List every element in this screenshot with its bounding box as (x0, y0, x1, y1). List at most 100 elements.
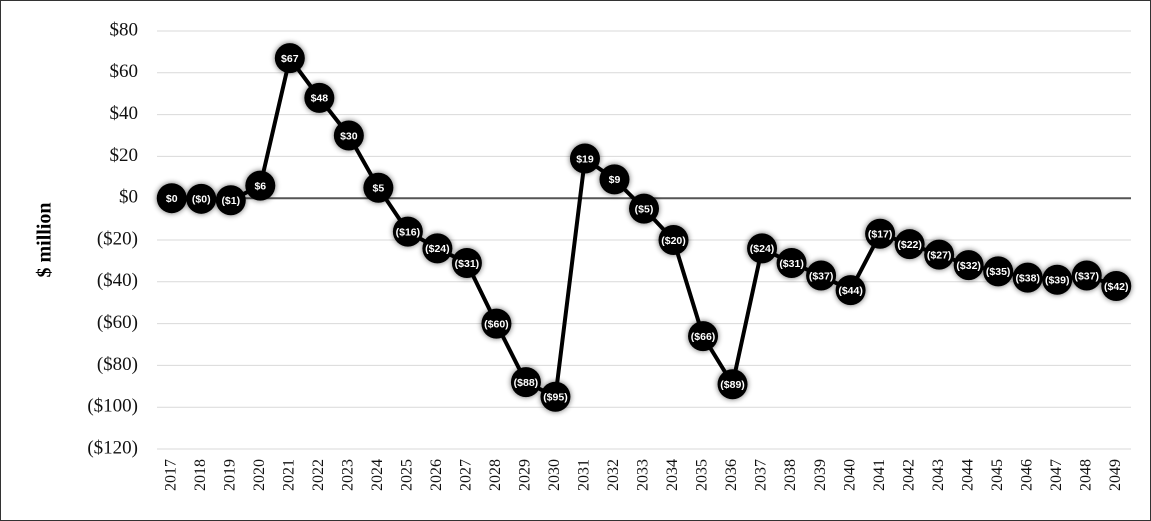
x-tick-label: 2033 (635, 459, 652, 491)
x-tick-label: 2030 (546, 459, 563, 491)
y-tick-label: $40 (110, 103, 139, 124)
x-tick-label: 2037 (753, 459, 770, 491)
marker (658, 225, 689, 255)
value-label: ($0) (192, 194, 211, 206)
marker (1101, 270, 1132, 301)
marker (274, 43, 305, 74)
y-tick-label: $60 (110, 61, 139, 82)
x-tick-label: 2021 (280, 459, 297, 491)
x-tick-label: 2036 (723, 459, 740, 491)
marker (776, 247, 807, 278)
marker (865, 218, 896, 249)
value-label: ($35) (986, 266, 1011, 278)
value-label: ($20) (661, 235, 686, 247)
value-label: ($37) (1074, 270, 1099, 282)
marker (629, 193, 659, 224)
value-label: $9 (609, 174, 621, 186)
x-tick-label: 2031 (576, 459, 593, 491)
value-label: ($1) (221, 195, 240, 207)
marker (599, 164, 630, 195)
marker (510, 367, 541, 398)
x-tick-label: 2026 (428, 459, 445, 491)
x-tick-label: 2020 (251, 459, 268, 491)
x-tick-label: 2049 (1107, 459, 1124, 491)
x-tick-label: 2043 (930, 459, 947, 491)
x-tick-label: 2025 (399, 459, 416, 491)
x-tick-label: 2039 (812, 459, 829, 491)
x-tick-label: 2029 (517, 459, 534, 491)
x-tick-label: 2032 (605, 459, 622, 491)
value-label: ($31) (779, 258, 804, 270)
x-tick-label: 2018 (192, 459, 209, 491)
value-label: ($27) (927, 249, 952, 261)
value-label: ($24) (425, 243, 450, 255)
marker (245, 170, 276, 201)
x-tick-label: 2040 (841, 459, 858, 491)
marker (392, 216, 423, 247)
value-label: ($95) (543, 392, 568, 404)
marker (481, 308, 512, 339)
value-label: ($38) (1015, 272, 1040, 284)
value-label: $6 (254, 180, 266, 192)
marker (186, 183, 217, 214)
x-tick-label: 2023 (340, 459, 357, 491)
value-label: $19 (576, 153, 594, 165)
value-label: ($42) (1104, 281, 1129, 293)
x-tick-label: 2047 (1048, 459, 1065, 491)
x-tick-label: 2035 (694, 459, 711, 491)
marker (333, 120, 364, 151)
value-label: $0 (166, 193, 178, 205)
marker (1071, 260, 1102, 291)
marker (363, 172, 394, 203)
value-label: ($22) (897, 239, 922, 251)
x-tick-label: 2034 (664, 459, 681, 491)
x-tick-label: 2024 (369, 459, 386, 491)
marker (422, 233, 453, 264)
value-label: ($17) (868, 229, 893, 241)
x-tick-label: 2022 (310, 459, 327, 491)
marker (983, 256, 1014, 287)
x-tick-label: 2041 (871, 459, 888, 491)
y-tick-label: $0 (119, 187, 138, 208)
value-label: ($89) (720, 379, 745, 391)
x-tick-label: 2045 (989, 459, 1006, 491)
x-tick-label: 2044 (959, 459, 976, 491)
marker (806, 260, 837, 291)
value-label: $5 (373, 183, 385, 195)
marker (835, 275, 866, 306)
y-tick-label: ($40) (97, 270, 138, 291)
x-tick-label: 2046 (1018, 459, 1035, 491)
marker (953, 250, 984, 281)
marker (717, 369, 748, 400)
value-label: ($44) (838, 285, 863, 297)
marker (688, 321, 719, 352)
y-tick-label: ($80) (97, 354, 138, 375)
marker (1042, 264, 1073, 295)
value-label: $30 (340, 130, 358, 142)
value-label: ($5) (635, 203, 654, 215)
value-label: ($31) (455, 258, 480, 270)
marker (156, 183, 187, 214)
y-tick-label: ($100) (87, 396, 138, 417)
value-label: $48 (311, 93, 329, 105)
x-tick-label: 2028 (487, 459, 504, 491)
marker (924, 239, 955, 270)
value-label: ($24) (750, 243, 775, 255)
marker (1012, 262, 1043, 293)
value-label: ($37) (809, 270, 834, 282)
value-label: ($88) (514, 377, 539, 389)
value-label: $67 (281, 53, 299, 65)
x-tick-label: 2027 (458, 459, 475, 491)
value-label: ($60) (484, 318, 509, 330)
value-label: ($66) (691, 331, 716, 343)
y-axis-label: $ million (34, 202, 56, 277)
marker (215, 185, 246, 216)
y-tick-label: ($60) (97, 312, 138, 333)
marker (451, 247, 482, 278)
marker (747, 233, 778, 264)
y-tick-label: $80 (110, 19, 139, 40)
marker (304, 82, 335, 113)
marker (894, 229, 925, 260)
x-tick-label: 2019 (221, 459, 238, 491)
